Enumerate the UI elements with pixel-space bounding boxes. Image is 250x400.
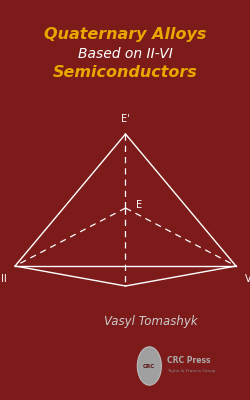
Text: Based on II-VI: Based on II-VI <box>78 47 172 61</box>
Text: E': E' <box>121 114 129 124</box>
Circle shape <box>137 347 161 385</box>
Text: E: E <box>135 200 141 210</box>
Text: CRC Press: CRC Press <box>166 356 210 365</box>
Text: CRC: CRC <box>143 364 155 368</box>
Text: VI: VI <box>244 274 250 284</box>
Text: Taylor & Francis Group: Taylor & Francis Group <box>166 369 214 373</box>
Text: Semiconductors: Semiconductors <box>53 65 197 80</box>
Text: II: II <box>0 274 6 284</box>
Text: Quaternary Alloys: Quaternary Alloys <box>44 26 206 42</box>
Text: Vasyl Tomashyk: Vasyl Tomashyk <box>103 316 197 328</box>
